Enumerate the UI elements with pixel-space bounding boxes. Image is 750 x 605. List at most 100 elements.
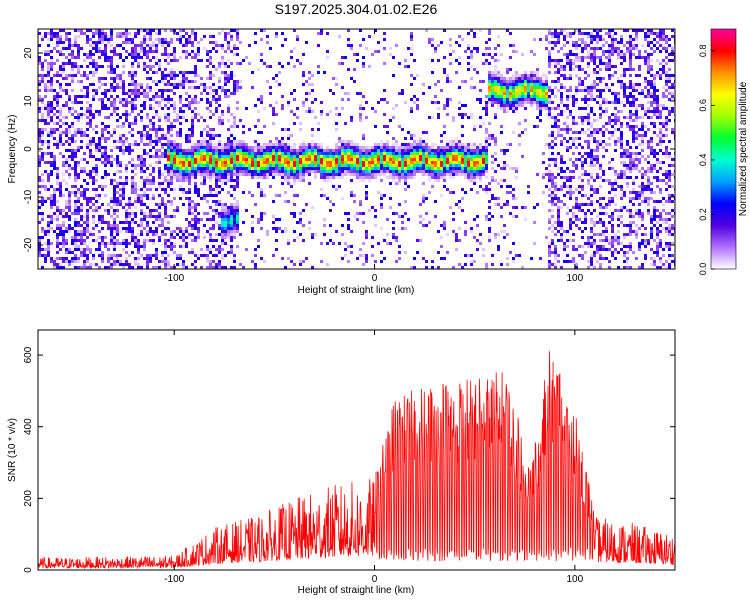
spectrogram-cell [95, 194, 98, 197]
spectrogram-cell [83, 248, 86, 251]
spectrogram-cell [179, 158, 182, 161]
spectrogram-cell [200, 167, 203, 170]
spectrogram-cell [434, 47, 437, 50]
spectrogram-cell [176, 86, 179, 89]
spectrogram-cell [101, 218, 104, 221]
spectrogram-cell [545, 80, 548, 83]
spectrogram-cell [257, 185, 260, 188]
spectrogram-cell [362, 107, 365, 110]
spectrogram-cell [296, 173, 299, 176]
spectrogram-cell [140, 221, 143, 224]
spectrogram-cell [239, 164, 242, 167]
spectrogram-cell [170, 83, 173, 86]
spectrogram-cell [74, 161, 77, 164]
spectrogram-cell [287, 146, 290, 149]
spectrogram-cell [167, 119, 170, 122]
spectrogram-cell [218, 143, 221, 146]
spectrogram-cell [122, 71, 125, 74]
spectrogram-cell [332, 167, 335, 170]
spectrogram-cell [383, 47, 386, 50]
spectrogram-cell [482, 149, 485, 152]
spectrogram-cell [221, 257, 224, 260]
spectrogram-cell [137, 158, 140, 161]
spectrogram-cell [185, 137, 188, 140]
spectrogram-cell [386, 101, 389, 104]
spectrogram-cell [347, 218, 350, 221]
spectrogram-cell [110, 134, 113, 137]
spectrogram-cell [140, 233, 143, 236]
spectrogram-cell [38, 128, 41, 131]
spectrogram-cell [128, 149, 131, 152]
spectrogram-cell [335, 173, 338, 176]
spectrogram-cell [89, 266, 92, 269]
spectrogram-cell [416, 146, 419, 149]
spectrogram-cell [533, 125, 536, 128]
spectrogram-cell [272, 164, 275, 167]
spectrogram-cell [254, 173, 257, 176]
spectrogram-cell [230, 233, 233, 236]
spectrogram-cell [365, 236, 368, 239]
spectrogram-cell [233, 47, 236, 50]
spectrogram-cell [104, 140, 107, 143]
spectrogram-cell [344, 167, 347, 170]
spectrogram-cell [41, 134, 44, 137]
spectrogram-cell [224, 161, 227, 164]
spectrogram-cell [194, 185, 197, 188]
spectrogram-cell [254, 170, 257, 173]
spectrogram-cell [38, 185, 41, 188]
spectrogram-cell [359, 29, 362, 32]
spectrogram-cell [554, 227, 557, 230]
spectrogram-cell [293, 167, 296, 170]
spectrogram-cell [347, 245, 350, 248]
spectrogram-cell [158, 260, 161, 263]
spectrogram-cell [203, 212, 206, 215]
spectrogram-cell [239, 119, 242, 122]
spectrogram-cell [89, 200, 92, 203]
spectrogram-cell [101, 41, 104, 44]
spectrogram-cell [416, 164, 419, 167]
spectrogram-cell [458, 149, 461, 152]
spectrogram-cell [485, 155, 488, 158]
spectrogram-cell [89, 176, 92, 179]
spectrogram-cell [533, 53, 536, 56]
spectrogram-cell [464, 50, 467, 53]
spectrogram-cell [230, 251, 233, 254]
spectrogram-cell [77, 44, 80, 47]
spectrogram-cell [224, 266, 227, 269]
spectrogram-cell [140, 116, 143, 119]
spectrogram-cell [386, 161, 389, 164]
spectrogram-cell [65, 62, 68, 65]
spectrogram-cell [125, 110, 128, 113]
spectrogram-cell [281, 230, 284, 233]
spectrogram-cell [59, 134, 62, 137]
spectrogram-cell [362, 134, 365, 137]
spectrogram-cell [404, 143, 407, 146]
spectrogram-cell [113, 197, 116, 200]
spectrogram-cell [59, 224, 62, 227]
spectrogram-cell [479, 101, 482, 104]
spectrogram-cell [89, 107, 92, 110]
spectrogram-cell [47, 233, 50, 236]
spectrogram-cell [68, 194, 71, 197]
spectrogram-cell [56, 188, 59, 191]
spectrogram-cell [335, 158, 338, 161]
spectrogram-cell [269, 164, 272, 167]
spectrogram-cell [515, 170, 518, 173]
spectrogram-cell [254, 146, 257, 149]
spectrogram-cell [215, 173, 218, 176]
spectrogram-cell [146, 86, 149, 89]
spectrogram-cell [230, 173, 233, 176]
spectrogram-cell [560, 206, 563, 209]
spectrogram-cell [443, 149, 446, 152]
spectrogram-cell [233, 203, 236, 206]
spectrogram-cell [299, 221, 302, 224]
spectrogram-cell [110, 179, 113, 182]
spectrogram-cell [230, 35, 233, 38]
spectrogram-cell [86, 134, 89, 137]
spectrogram-cell [56, 200, 59, 203]
spectrogram-cell [173, 167, 176, 170]
spectrogram-cell [185, 92, 188, 95]
spectrogram-cell [158, 176, 161, 179]
spectrogram-cell [80, 29, 83, 32]
spectrogram-cell [551, 32, 554, 35]
